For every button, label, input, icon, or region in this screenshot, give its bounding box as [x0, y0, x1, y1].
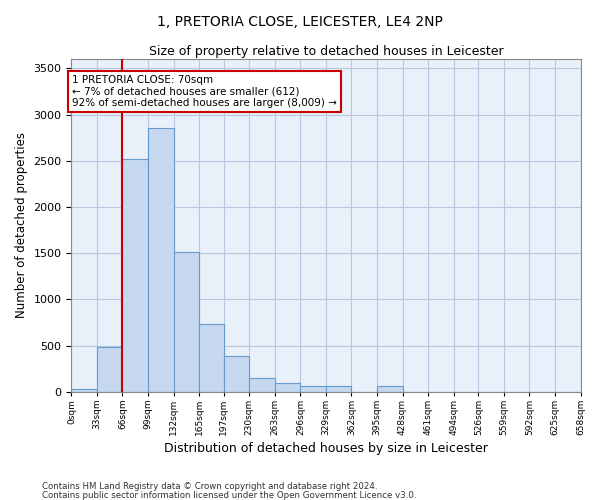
Text: Contains public sector information licensed under the Open Government Licence v3: Contains public sector information licen… [42, 490, 416, 500]
Text: Contains HM Land Registry data © Crown copyright and database right 2024.: Contains HM Land Registry data © Crown c… [42, 482, 377, 491]
X-axis label: Distribution of detached houses by size in Leicester: Distribution of detached houses by size … [164, 442, 488, 455]
Bar [250, 378, 275, 392]
Bar [301, 386, 326, 392]
Bar [199, 324, 224, 392]
Bar [122, 159, 148, 392]
Text: 1, PRETORIA CLOSE, LEICESTER, LE4 2NP: 1, PRETORIA CLOSE, LEICESTER, LE4 2NP [157, 15, 443, 29]
Title: Size of property relative to detached houses in Leicester: Size of property relative to detached ho… [149, 45, 503, 58]
Bar [71, 389, 97, 392]
Bar [377, 386, 403, 392]
Bar [275, 384, 301, 392]
Bar [173, 252, 199, 392]
Text: 1 PRETORIA CLOSE: 70sqm
← 7% of detached houses are smaller (612)
92% of semi-de: 1 PRETORIA CLOSE: 70sqm ← 7% of detached… [72, 75, 337, 108]
Bar [97, 348, 122, 392]
Bar [326, 386, 352, 392]
Bar [224, 356, 250, 392]
Bar [148, 128, 173, 392]
Y-axis label: Number of detached properties: Number of detached properties [15, 132, 28, 318]
